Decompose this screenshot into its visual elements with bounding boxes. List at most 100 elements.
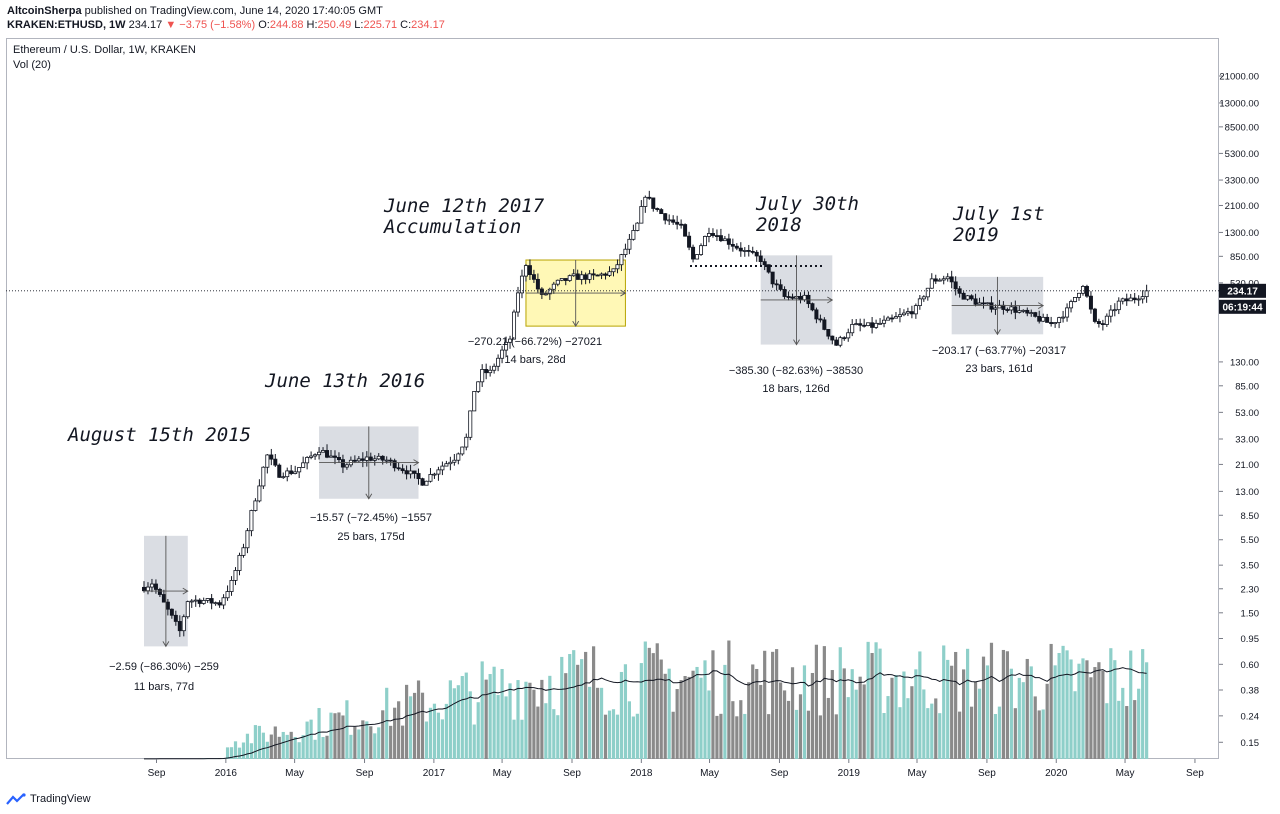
volume-bar: [253, 725, 258, 759]
volume-bar: [981, 656, 986, 759]
candle-body: [973, 298, 978, 305]
volume-bar: [965, 648, 970, 759]
candle-body: [878, 322, 883, 325]
candle-body: [165, 601, 170, 610]
volume-bar: [500, 668, 504, 759]
volume-bar: [854, 689, 858, 759]
candle-body: [774, 283, 779, 286]
volume-bar: [540, 679, 544, 759]
time-tick-label: Sep: [1186, 768, 1204, 779]
candle-body: [842, 337, 847, 340]
time-tick-label: May: [285, 768, 304, 779]
open-label: O:: [258, 19, 270, 31]
measure-2017-line1: −270.21 (−66.72%) −27021: [468, 336, 602, 348]
candle-body: [149, 583, 154, 588]
candle-body: [515, 292, 520, 313]
volume-bar: [631, 716, 635, 759]
volume-bar: [1061, 645, 1065, 759]
volume-bar: [703, 660, 707, 759]
candle-body: [448, 461, 453, 465]
volume-bar: [1117, 700, 1121, 759]
tradingview-logo[interactable]: TradingView: [6, 788, 91, 810]
candle-body: [714, 235, 719, 237]
volume-bar: [245, 733, 250, 759]
time-tick-label: 2018: [630, 768, 653, 779]
volume-bar: [233, 741, 238, 759]
candle-body: [273, 458, 278, 466]
candle-body: [325, 450, 330, 458]
candle-body: [675, 221, 680, 225]
candle-body: [460, 446, 465, 455]
volume-bar: [755, 668, 759, 759]
volume-bar: [735, 716, 739, 759]
low-label: L:: [354, 19, 364, 31]
candle-body: [531, 274, 536, 280]
volume-bar: [1145, 662, 1149, 759]
volume-bar: [719, 713, 723, 759]
ohlc-line: KRAKEN:ETHUSD, 1W 234.17 ▼ −3.75 (−1.58%…: [7, 19, 445, 31]
candle-body: [265, 454, 270, 468]
volume-bar: [345, 700, 349, 759]
candle-body: [400, 468, 405, 472]
candle-body: [392, 460, 397, 469]
volume-bar: [305, 721, 309, 759]
volume-bar: [667, 668, 671, 759]
volume-bar: [504, 696, 508, 759]
candle-body: [961, 292, 966, 300]
volume-indicator-label[interactable]: Vol (20): [13, 59, 51, 71]
candle-body: [965, 295, 970, 300]
time-axis[interactable]: Sep 2016 May Sep 2017 May Sep 2018 May Sep 2019 May…: [6, 759, 1219, 785]
volume-bar: [488, 674, 492, 759]
volume-bar: [639, 663, 643, 759]
volume-bar: [759, 684, 763, 759]
price-tick-label: 8.50: [1241, 511, 1260, 522]
candle-body: [1112, 309, 1117, 312]
candle-body: [217, 602, 222, 606]
candle-body: [1084, 286, 1089, 297]
candle-body: [949, 276, 954, 283]
tradingview-logo-icon: [6, 793, 26, 805]
volume-bar: [615, 714, 620, 759]
candle-body: [1049, 322, 1054, 325]
candle-body: [1057, 317, 1062, 323]
candle-body: [683, 224, 688, 237]
volume-bar: [627, 701, 632, 759]
annotation-jul2019: July 1st 2019: [952, 203, 1045, 246]
candle-body: [866, 322, 871, 326]
volume-bar: [591, 646, 596, 759]
price-axis[interactable]: 21000.00 13000.00 8500.00 5300.00 3300.00 210…: [1219, 38, 1280, 759]
candle-body: [444, 463, 449, 467]
candle-body: [181, 616, 186, 632]
price-tick-label: 2.30: [1241, 584, 1260, 595]
price-tick-label: 130.00: [1230, 357, 1259, 368]
candle-body: [571, 273, 576, 277]
volume-bar: [560, 656, 564, 759]
volume-bar: [647, 647, 651, 759]
candle-body: [802, 294, 807, 301]
author-name[interactable]: AltcoinSherpa: [7, 5, 82, 17]
candle-body: [185, 601, 190, 618]
volume-bar: [329, 712, 333, 759]
candle-body: [643, 196, 648, 207]
volume-bar: [775, 649, 779, 759]
volume-bar: [361, 720, 365, 759]
volume-bar: [476, 702, 480, 759]
volume-bar: [846, 697, 850, 759]
arrow-right-icon: [620, 289, 627, 297]
candle-body: [937, 279, 942, 282]
volume-bar: [611, 709, 616, 759]
volume-bar: [782, 690, 787, 759]
candle-body: [957, 288, 962, 294]
candle-body: [508, 338, 513, 343]
candle-body: [782, 289, 787, 297]
volume-bar: [1081, 658, 1085, 759]
measure-2015-line2: 11 bars, 77d: [134, 681, 194, 693]
arrow-down-icon: [793, 339, 800, 346]
volume-bar: [381, 710, 385, 759]
candle-body: [543, 293, 548, 296]
volume-bar: [444, 703, 448, 759]
measurement-arrows: [144, 255, 1045, 648]
candle-body: [798, 295, 803, 301]
price-tick-label: 0.60: [1241, 660, 1260, 671]
